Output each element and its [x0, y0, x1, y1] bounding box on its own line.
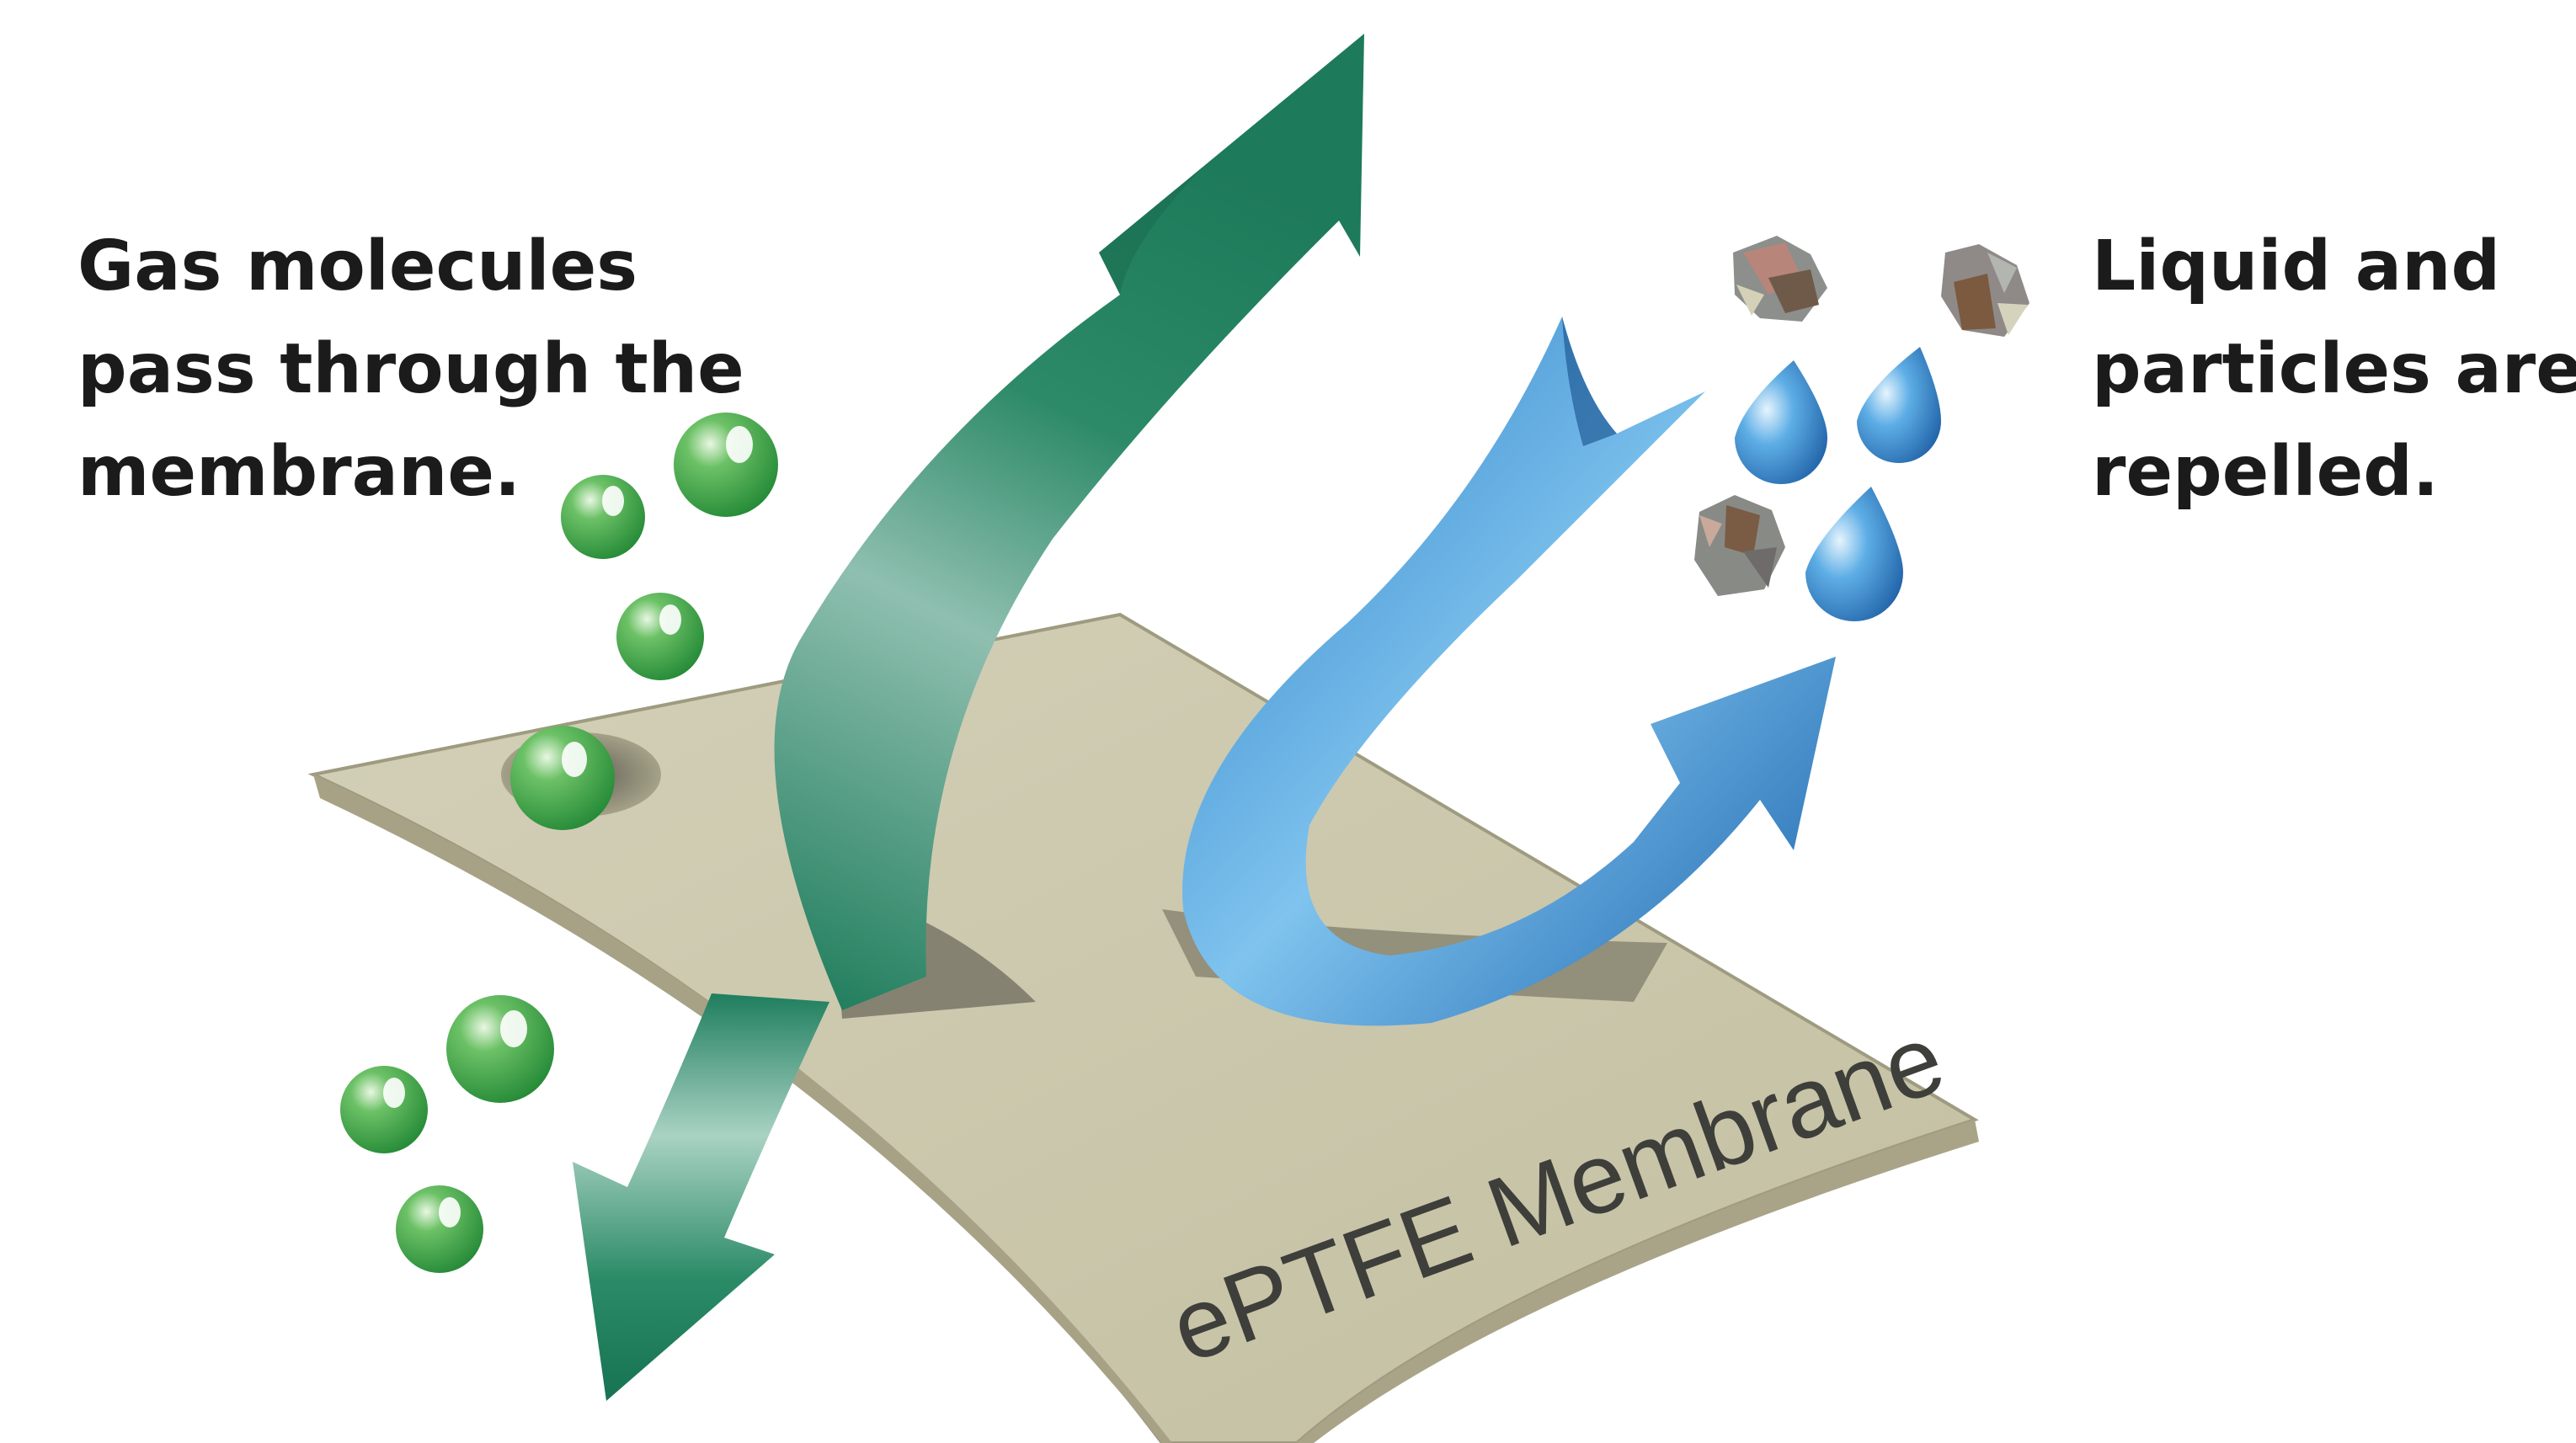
- liquid-caption: Liquid and particles are repelled.: [2092, 216, 2576, 524]
- green-sphere-icon: [616, 593, 704, 680]
- gas-molecules: [340, 413, 778, 1273]
- liquid-arrow-repelled: [1182, 317, 1836, 1026]
- gas-arrow-up: [774, 34, 1364, 1010]
- water-drops: [1735, 347, 1941, 621]
- water-drop-icon: [1735, 360, 1827, 484]
- debris-particle-icon: [1941, 244, 2029, 337]
- green-sphere-icon: [510, 726, 615, 830]
- particles: [1694, 236, 2029, 596]
- debris-particle-icon: [1733, 236, 1827, 322]
- green-sphere-icon: [340, 1066, 428, 1153]
- green-sphere-icon: [561, 475, 645, 559]
- gas-caption-line-3: membrane.: [77, 432, 521, 512]
- water-drop-icon: [1857, 347, 1941, 463]
- liquid-caption-line-2: particles are: [2092, 329, 2576, 409]
- gas-caption: Gas molecules pass through the membrane.: [77, 216, 744, 524]
- gas-caption-line-2: pass through the: [77, 329, 744, 409]
- green-sphere-icon: [396, 1185, 483, 1273]
- water-drop-icon: [1805, 487, 1903, 621]
- liquid-caption-line-3: repelled.: [2092, 432, 2440, 512]
- green-sphere-icon: [446, 995, 554, 1103]
- gas-caption-line-1: Gas molecules: [77, 226, 638, 306]
- debris-particle-icon: [1694, 495, 1785, 596]
- gas-arrow-down: [573, 993, 829, 1401]
- green-sphere-icon: [674, 413, 778, 517]
- liquid-caption-line-1: Liquid and: [2092, 226, 2501, 306]
